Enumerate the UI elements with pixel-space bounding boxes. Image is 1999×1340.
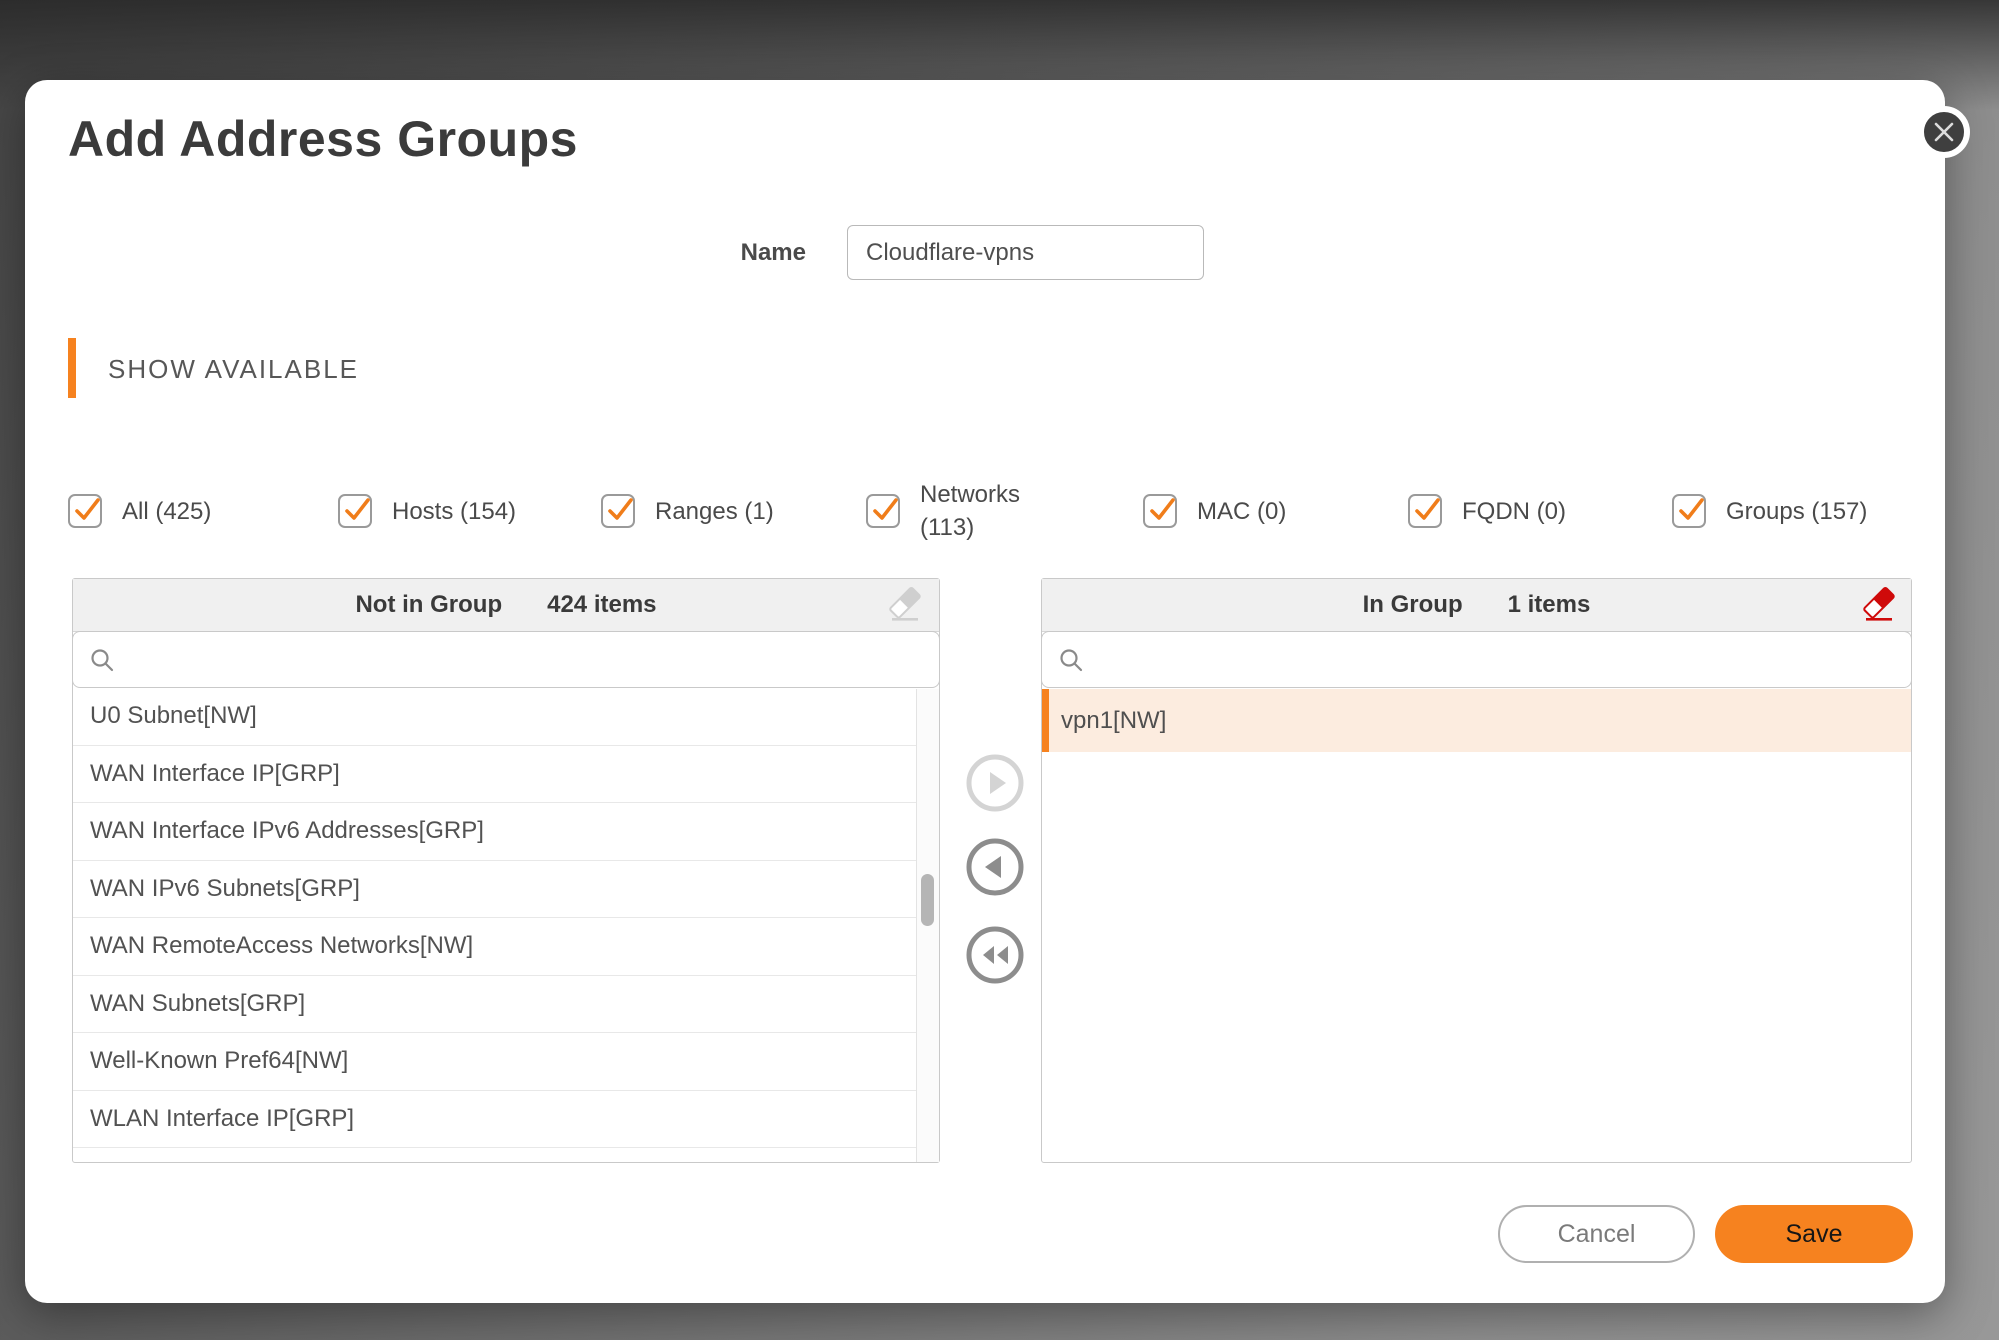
checkmark-icon bbox=[345, 498, 370, 520]
panel-count: 424 items bbox=[547, 591, 657, 618]
clear-list-eraser-icon[interactable] bbox=[885, 585, 925, 627]
checkbox-fqdn[interactable] bbox=[1408, 494, 1442, 528]
scrollbar-thumb[interactable] bbox=[921, 874, 934, 926]
checkmark-icon bbox=[1679, 498, 1704, 520]
name-label: Name bbox=[740, 239, 806, 266]
search-icon bbox=[1060, 649, 1083, 672]
move-right-button[interactable] bbox=[964, 752, 1026, 814]
filter-networks: Networks (113) bbox=[866, 478, 1020, 544]
close-icon bbox=[1931, 119, 1957, 145]
section-accent-bar bbox=[68, 338, 76, 398]
page-title: Add Address Groups bbox=[68, 111, 578, 167]
filter-ranges: Ranges (1) bbox=[601, 494, 774, 528]
search-input[interactable] bbox=[73, 632, 939, 687]
list-item-selected[interactable]: vpn1[NW] bbox=[1042, 689, 1911, 752]
checkmark-icon bbox=[873, 498, 898, 520]
filter-mac-label: MAC (0) bbox=[1197, 497, 1287, 525]
in-group-header: In Group 1 items bbox=[1042, 579, 1911, 632]
list-item[interactable]: WAN Interface IPv6 Addresses[GRP] bbox=[73, 803, 939, 861]
list-item[interactable]: U0 Subnet[NW] bbox=[73, 688, 939, 746]
list-item[interactable]: WAN IPv6 Subnets[GRP] bbox=[73, 861, 939, 918]
in-group-search bbox=[1041, 631, 1912, 688]
checkmark-icon bbox=[75, 498, 100, 520]
clear-list-eraser-icon[interactable] bbox=[1859, 585, 1899, 627]
panel-title: Not in Group bbox=[355, 591, 503, 618]
filter-hosts: Hosts (154) bbox=[338, 494, 516, 528]
move-left-icon bbox=[966, 838, 1024, 896]
checkbox-hosts[interactable] bbox=[338, 494, 372, 528]
name-input[interactable] bbox=[847, 225, 1204, 280]
filter-all-label: All (425) bbox=[122, 497, 212, 525]
not-in-group-panel: Not in Group 424 items U0 Subnet[NW] bbox=[72, 578, 940, 1163]
move-all-left-button[interactable] bbox=[964, 924, 1026, 986]
add-address-groups-dialog: Add Address Groups Name SHOW AVAILABLE A… bbox=[25, 80, 1970, 1303]
panel-count: 1 items bbox=[1507, 591, 1591, 618]
checkbox-networks[interactable] bbox=[866, 494, 900, 528]
filter-groups-label: Groups (157) bbox=[1726, 497, 1868, 525]
checkmark-icon bbox=[1415, 498, 1440, 520]
close-button[interactable] bbox=[1918, 106, 1970, 158]
checkmark-icon bbox=[608, 498, 633, 520]
save-button[interactable]: Save bbox=[1715, 1205, 1913, 1263]
scrollbar[interactable] bbox=[916, 689, 939, 1162]
filter-fqdn: FQDN (0) bbox=[1408, 494, 1566, 528]
list-item[interactable]: WLAN Interface IP[GRP] bbox=[73, 1091, 939, 1148]
checkbox-ranges[interactable] bbox=[601, 494, 635, 528]
search-icon bbox=[91, 649, 114, 672]
not-in-group-search bbox=[72, 631, 940, 688]
list-item[interactable]: Well-Known Pref64[NW] bbox=[73, 1033, 939, 1091]
move-right-icon bbox=[966, 754, 1024, 812]
move-left-button[interactable] bbox=[964, 836, 1026, 898]
list-item[interactable]: WAN Subnets[GRP] bbox=[73, 976, 939, 1033]
filter-mac: MAC (0) bbox=[1143, 494, 1286, 528]
list-item[interactable]: WAN Interface IP[GRP] bbox=[73, 746, 939, 803]
cancel-button[interactable]: Cancel bbox=[1498, 1205, 1695, 1263]
filter-ranges-label: Ranges (1) bbox=[655, 497, 774, 525]
filter-all: All (425) bbox=[68, 494, 211, 528]
move-all-left-icon bbox=[966, 926, 1024, 984]
search-input[interactable] bbox=[1042, 632, 1911, 687]
not-in-group-header: Not in Group 424 items bbox=[73, 579, 939, 632]
checkmark-icon bbox=[1150, 498, 1175, 520]
section-title: SHOW AVAILABLE bbox=[108, 354, 360, 384]
list-item[interactable]: WAN RemoteAccess Networks[NW] bbox=[73, 918, 939, 976]
checkbox-all[interactable] bbox=[68, 494, 102, 528]
panel-title: In Group bbox=[1362, 591, 1463, 618]
filter-fqdn-label: FQDN (0) bbox=[1462, 497, 1566, 525]
filter-networks-label: Networks bbox=[920, 481, 1021, 508]
checkbox-groups[interactable] bbox=[1672, 494, 1706, 528]
checkbox-mac[interactable] bbox=[1143, 494, 1177, 528]
in-group-panel: In Group 1 items vpn1[NW] bbox=[1041, 578, 1912, 1163]
filter-hosts-label: Hosts (154) bbox=[392, 497, 517, 525]
not-in-group-list: U0 Subnet[NW] WAN Interface IP[GRP] WAN … bbox=[73, 688, 939, 1148]
filter-groups: Groups (157) bbox=[1672, 494, 1867, 528]
